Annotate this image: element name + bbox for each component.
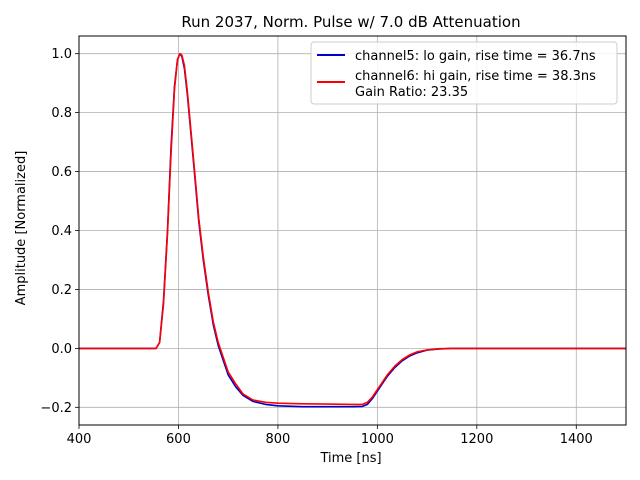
y-tick-label: 0.6 (51, 165, 72, 180)
x-tick-label: 1200 (460, 432, 493, 447)
series-line-channel6 (79, 52, 626, 406)
y-tick-label: 0.8 (51, 106, 72, 121)
y-axis-title: Amplitude [Normalized] (14, 151, 29, 306)
x-tick-label: 600 (166, 432, 191, 447)
y-tick-label: −0.2 (40, 401, 72, 416)
legend-box (310, 41, 618, 105)
legend-label-channel6: channel6: hi gain, rise time = 38.3ns (355, 69, 596, 84)
x-axis-title: Time [ns] (319, 451, 381, 466)
x-tick-label: 1400 (560, 432, 593, 447)
y-tick-label: 0.0 (51, 342, 72, 357)
chart-title: Run 2037, Norm. Pulse w/ 7.0 dB Attenuat… (181, 13, 520, 31)
x-tick-label: 400 (67, 432, 92, 447)
y-tick-label: 0.2 (51, 283, 72, 298)
y-tick-label: 1.0 (51, 47, 72, 62)
series-layer (79, 52, 626, 408)
y-tick-label: 0.4 (51, 224, 72, 239)
tick-layer: 400 600 800 1000 1200 1400 −0.2 0.0 0.2 0.4 0.6 0.8… (40, 47, 592, 447)
legend-label-channel5: channel5: lo gain, rise time = 36.7ns (355, 49, 596, 64)
x-tick-label: 1000 (361, 432, 394, 447)
legend: channel5: lo gain, rise time = 36.7ns ch… (310, 41, 618, 105)
legend-note-gain-ratio: Gain Ratio: 23.35 (355, 85, 468, 100)
x-tick-label: 800 (265, 432, 290, 447)
